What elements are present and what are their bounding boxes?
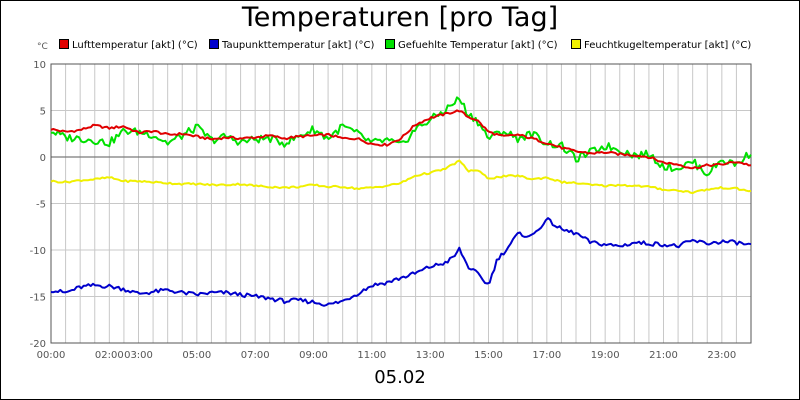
legend-label-gefuehlte-temperatur: Gefuehlte Temperatur [akt] (°C) <box>398 40 558 51</box>
y-axis-unit: °C <box>37 42 48 52</box>
x-tick-label: 19:00 <box>591 350 620 361</box>
y-tick-label: -20 <box>30 339 46 350</box>
legend-swatch-gefuehlte-temperatur <box>385 39 395 49</box>
y-tick-label: -10 <box>30 246 46 257</box>
x-tick-label: 23:00 <box>707 350 736 361</box>
y-tick-label: 0 <box>40 153 46 164</box>
x-tick-label: 00:00 <box>37 350 66 361</box>
x-tick-label: 15:00 <box>474 350 503 361</box>
legend-item-taupunkttemperatur: Taupunkttemperatur [akt] (°C) <box>209 39 374 51</box>
x-tick-label: 09:00 <box>299 350 328 361</box>
plot-border <box>50 63 752 344</box>
legend-swatch-lufttemperatur <box>59 39 69 49</box>
legend-label-feuchtkugeltemperatur: Feuchtkugeltemperatur [akt] (°C) <box>584 40 752 51</box>
legend-swatch-taupunkttemperatur <box>209 39 219 49</box>
y-tick-label: 5 <box>40 107 46 118</box>
y-tick-label: 10 <box>33 60 46 71</box>
x-tick-label: 11:00 <box>357 350 386 361</box>
legend-label-taupunkttemperatur: Taupunkttemperatur [akt] (°C) <box>222 40 375 51</box>
x-tick-label: 03:00 <box>124 350 153 361</box>
x-tick-label: 13:00 <box>416 350 445 361</box>
legend-item-feuchtkugeltemperatur: Feuchtkugeltemperatur [akt] (°C) <box>571 39 751 51</box>
series-line-3 <box>50 96 752 177</box>
x-tick-label: 05:00 <box>182 350 211 361</box>
legend-label-lufttemperatur: Lufttemperatur [akt] (°C) <box>72 40 198 51</box>
series-line-1 <box>50 109 752 170</box>
series-line-4 <box>50 159 752 195</box>
y-tick-label: -15 <box>30 293 46 304</box>
x-axis-date-label: 05.02 <box>374 367 426 388</box>
x-tick-label: 17:00 <box>532 350 561 361</box>
y-tick-label: -5 <box>36 200 46 211</box>
x-tick-label: 02:00 <box>95 350 124 361</box>
chart-title: Temperaturen [pro Tag] <box>241 2 559 33</box>
series-line-2 <box>50 217 752 307</box>
legend-item-lufttemperatur: Lufttemperatur [akt] (°C) <box>59 39 198 51</box>
legend-item-gefuehlte-temperatur: Gefuehlte Temperatur [akt] (°C) <box>385 39 557 51</box>
x-tick-label: 07:00 <box>241 350 270 361</box>
legend-swatch-feuchtkugeltemperatur <box>571 39 581 49</box>
x-tick-label: 21:00 <box>649 350 678 361</box>
